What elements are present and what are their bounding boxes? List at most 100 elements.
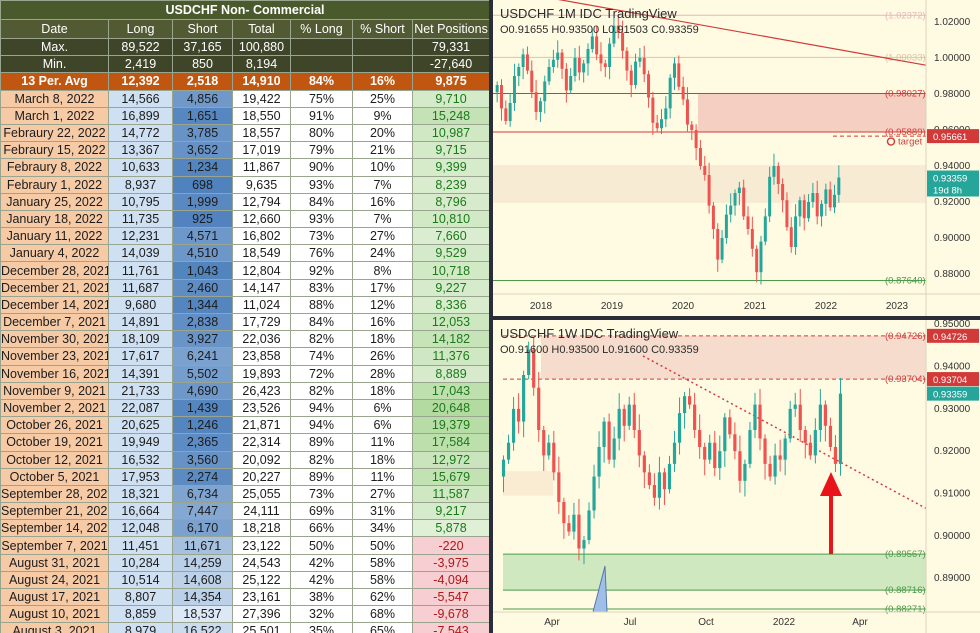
weekly-y-tick: 0.95000	[934, 320, 971, 330]
cell-ps: 68%	[352, 605, 413, 624]
cell-short: 6,241	[172, 347, 233, 366]
monthly-candle	[551, 59, 555, 67]
weekly-y-tick: 0.89000	[934, 573, 971, 584]
cell-total: 22,036	[232, 330, 291, 349]
cell-date: December 7, 2021	[0, 312, 109, 332]
cell-total: 18,549	[232, 244, 291, 263]
cell-date: November 23, 2021	[0, 347, 109, 366]
cell-pl: 75%	[290, 89, 353, 108]
cell-total: 20,227	[232, 467, 291, 486]
monthly-candle	[651, 97, 655, 123]
monthly-level-label: (0.87640)	[885, 275, 926, 286]
cell-long: 13,367	[108, 141, 173, 160]
cell-date: November 2, 2021	[0, 398, 109, 418]
table-row: September 7, 2021 11,451 11,671 23,122 50% 50…	[0, 536, 491, 555]
weekly-candle	[768, 463, 772, 477]
cell-short: 6,734	[172, 484, 233, 504]
cell-ps: 31%	[352, 502, 413, 521]
cell-date: Febraury 22, 2022	[0, 123, 109, 143]
monthly-candle	[677, 63, 681, 87]
cell-net: 9,715	[411, 141, 491, 160]
monthly-x-tick: 2019	[601, 301, 624, 312]
cell-net: 8,239	[411, 175, 491, 194]
weekly-candle	[642, 455, 646, 473]
cell-pl: 94%	[290, 398, 353, 418]
weekly-candle	[688, 396, 692, 405]
cell-long: 18,321	[108, 484, 173, 504]
pane-divider[interactable]	[489, 0, 493, 633]
monthly-candle	[586, 49, 590, 64]
monthly-y-tick: 0.88000	[934, 269, 971, 280]
cell-net: 12,053	[411, 312, 491, 332]
weekly-y-tick: 0.94000	[934, 362, 971, 373]
cell-ps: 27%	[352, 484, 413, 504]
cell-long: 10,633	[108, 158, 173, 177]
cell-long: 10,284	[108, 553, 173, 572]
header-short: Short	[172, 19, 233, 39]
cell-date: November 30, 2021	[0, 330, 109, 349]
monthly-candle	[569, 76, 573, 91]
monthly-chart[interactable]: (1.02372) (1.00033) (0.98027) (0.95889) (0.8…	[493, 0, 980, 316]
header-pct-short: % Short	[352, 19, 413, 39]
chart-divider[interactable]	[493, 316, 980, 320]
cell-long: 14,391	[108, 364, 173, 383]
cell-long: 11,735	[108, 209, 173, 229]
cell-net: 9,217	[411, 502, 491, 521]
weekly-candle	[763, 438, 767, 464]
cell-date: March 1, 2022	[0, 106, 109, 125]
cell-net: 10,810	[411, 209, 491, 229]
weekly-candle	[506, 442, 511, 460]
monthly-y-tick: 0.94000	[934, 161, 971, 172]
cell-short: 3,927	[172, 330, 233, 349]
cell-date: September 14, 2021	[0, 519, 109, 538]
weekly-candle	[547, 442, 551, 456]
weekly-level-label: (0.89567)	[885, 549, 926, 560]
cell-long: 10,514	[108, 570, 173, 590]
cell-net: 11,376	[411, 347, 491, 366]
cell-pl: 80%	[290, 123, 353, 143]
cell-date: October 5, 2021	[0, 467, 109, 486]
table-row: Febraury 1, 2022 8,937 698 9,635 93% 7% 8,239	[0, 175, 491, 194]
cell-net: 20,648	[411, 398, 491, 418]
cell-date: Febraury 15, 2022	[0, 141, 109, 160]
table-row: September 14, 2021 12,048 6,170 18,218 66% 34…	[0, 519, 491, 538]
cell-long: 14,566	[108, 89, 173, 108]
monthly-candle	[616, 25, 620, 33]
header-net: Net Positions	[411, 19, 491, 39]
table-row: November 16, 2021 14,391 5,502 19,893 72% 28%…	[0, 364, 491, 383]
cell-total: 23,858	[232, 347, 291, 366]
monthly-candle	[716, 229, 720, 260]
cell-pl: 82%	[290, 381, 353, 400]
weekly-chart[interactable]: (0.94726) (0.93704) (0.89567) (0.88716) (0.8…	[493, 320, 980, 633]
cell-total: 12,660	[232, 209, 291, 229]
cell-long: 14,039	[108, 244, 173, 263]
weekly-candle	[738, 451, 742, 481]
weekly-candle	[667, 463, 672, 490]
cell-short: 7,447	[172, 502, 233, 521]
min-row: Min. 2,419 850 8,194 -27,640	[0, 55, 491, 74]
monthly-chart-canvas[interactable]: (1.02372) (1.00033) (0.98027) (0.95889) (0.8…	[493, 0, 980, 316]
monthly-candle	[820, 203, 824, 217]
max-label: Max.	[0, 37, 109, 57]
weekly-chart-canvas[interactable]: (0.94726) (0.93704) (0.89567) (0.88716) (0.8…	[493, 320, 980, 633]
cell-date: Febraury 1, 2022	[0, 175, 109, 194]
monthly-countdown: 19d 8h	[933, 186, 962, 197]
cell-ps: 6%	[352, 398, 413, 418]
monthly-candle	[595, 36, 599, 55]
cell-net: 9,227	[411, 278, 491, 297]
weekly-candle	[622, 408, 626, 426]
cell-date: Febraury 8, 2022	[0, 158, 109, 177]
cell-net: -7,543	[411, 622, 491, 633]
cell-long: 11,687	[108, 278, 173, 297]
monthly-candle	[573, 58, 577, 76]
cell-date: December 14, 2021	[0, 295, 109, 315]
monthly-price-tag-text: 0.93359	[933, 174, 967, 185]
weekly-candle	[833, 446, 838, 464]
weekly-candle	[632, 404, 636, 431]
weekly-candle	[652, 485, 656, 498]
min-short: 850	[172, 55, 233, 74]
weekly-candle	[677, 413, 682, 443]
monthly-candle	[603, 63, 607, 67]
cell-short: 1,651	[172, 106, 233, 125]
monthly-candle	[768, 176, 772, 217]
